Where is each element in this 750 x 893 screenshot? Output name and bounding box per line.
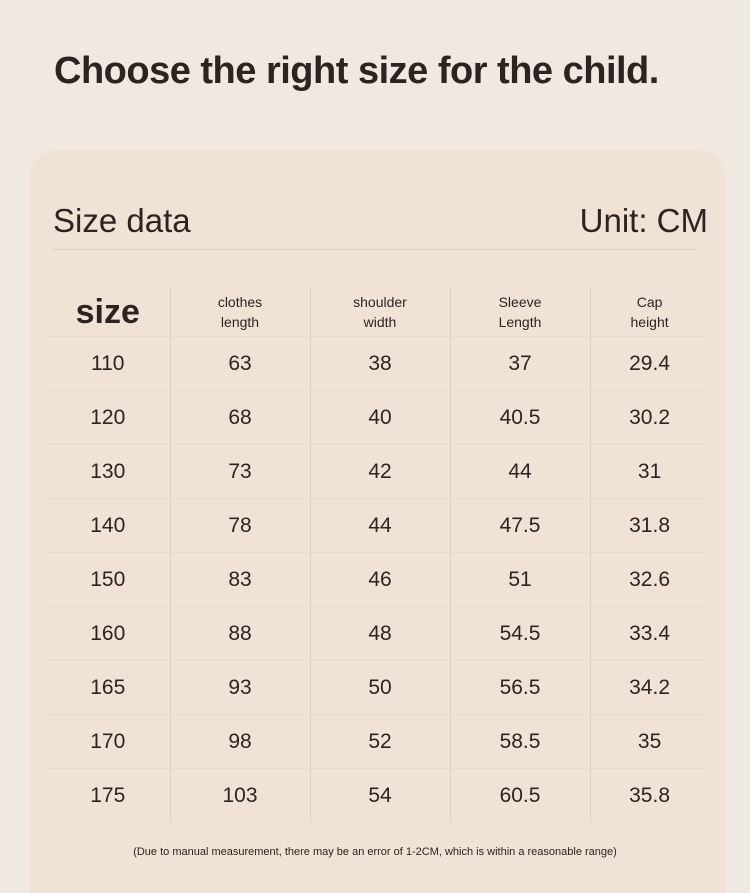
- table-cell: 50: [309, 660, 450, 715]
- table-cell: 54: [309, 768, 450, 822]
- table-cell: 98: [169, 714, 310, 769]
- table-row: 170 98 52 58.5 35: [46, 714, 709, 769]
- table-cell: 78: [169, 498, 310, 553]
- table-cell: 44: [449, 444, 590, 499]
- table-cell: 56.5: [449, 660, 590, 715]
- table-cell: 51: [449, 552, 590, 607]
- column-header: size: [75, 293, 140, 331]
- table-cell: 93: [169, 660, 310, 715]
- table-cell: 54.5: [449, 606, 590, 661]
- size-card: Size data Unit: CM size clothes length sho…: [30, 150, 725, 893]
- table-row: 150 83 46 51 32.6: [46, 552, 709, 607]
- card-heading: Size data: [53, 202, 191, 239]
- table-cell: 34.2: [589, 660, 709, 715]
- table-row: 110 63 38 37 29.4: [46, 336, 709, 391]
- table-row: 165 93 50 56.5 34.2: [46, 660, 709, 715]
- table-cell: 60.5: [449, 768, 590, 822]
- table-cell: 130: [46, 444, 170, 499]
- table-cell: 120: [46, 390, 170, 445]
- table-row: 160 88 48 54.5 33.4: [46, 606, 709, 661]
- table-row: 175 103 54 60.5 35.8: [46, 768, 709, 822]
- table-cell: 88: [169, 606, 310, 661]
- table-cell: 170: [46, 714, 170, 769]
- footnote: (Due to manual measurement, there may be…: [133, 846, 617, 858]
- table-row: 140 78 44 47.5 31.8: [46, 498, 709, 553]
- table-cell: 40.5: [449, 390, 590, 445]
- column-header: Cap height: [589, 288, 709, 337]
- table-cell: 48: [309, 606, 450, 661]
- table-cell: 40: [309, 390, 450, 445]
- table-cell: 35: [589, 714, 709, 769]
- table-cell: 35.8: [589, 768, 709, 822]
- table-cell: 31.8: [589, 498, 709, 553]
- table-cell: 44: [309, 498, 450, 553]
- table-cell: 31: [589, 444, 709, 499]
- table-cell: 37: [449, 336, 590, 391]
- header-row: size clothes length shoulder width Sleeve L…: [46, 288, 709, 337]
- table-cell: 52: [309, 714, 450, 769]
- column-header: shoulder width: [309, 288, 450, 337]
- table-cell: 58.5: [449, 714, 590, 769]
- table-cell: 29.4: [589, 336, 709, 391]
- table-cell: 110: [46, 336, 170, 391]
- column-header: clothes length: [169, 288, 310, 337]
- table-cell: 47.5: [449, 498, 590, 553]
- size-table: size clothes length shoulder width Sleeve L…: [46, 288, 709, 822]
- table-cell: 30.2: [589, 390, 709, 445]
- table-row: 120 68 40 40.5 30.2: [46, 390, 709, 445]
- table-cell: 68: [169, 390, 310, 445]
- table-cell: 32.6: [589, 552, 709, 607]
- table-cell: 160: [46, 606, 170, 661]
- table-cell: 150: [46, 552, 170, 607]
- table-cell: 83: [169, 552, 310, 607]
- table-cell: 42: [309, 444, 450, 499]
- table-row: 130 73 42 44 31: [46, 444, 709, 499]
- column-header: Sleeve Length: [449, 288, 590, 337]
- page-title: Choose the right size for the child.: [54, 50, 659, 92]
- unit-label: Unit: CM: [579, 202, 708, 239]
- table-body: 110 63 38 37 29.4 120 68 40 40.5 30.2 130 73 42 44 31 1…: [46, 336, 709, 822]
- table-cell: 46: [309, 552, 450, 607]
- table-cell: 38: [309, 336, 450, 391]
- table-cell: 165: [46, 660, 170, 715]
- table-cell: 63: [169, 336, 310, 391]
- table-cell: 140: [46, 498, 170, 553]
- divider: [53, 249, 695, 250]
- table-cell: 175: [46, 768, 170, 822]
- table-cell: 103: [169, 768, 310, 822]
- table-cell: 73: [169, 444, 310, 499]
- table-cell: 33.4: [589, 606, 709, 661]
